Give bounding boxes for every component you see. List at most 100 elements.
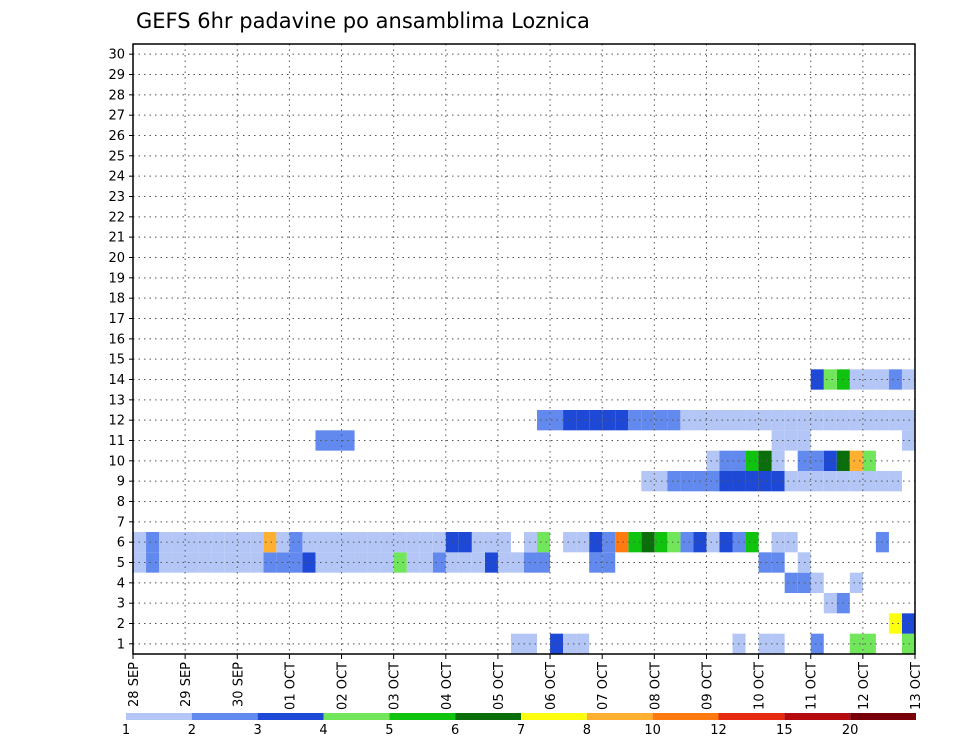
y-tick-label: 4 [117,576,125,591]
heatmap-cell [419,532,433,553]
colorbar-label: 3 [254,723,262,738]
heatmap-cell [719,410,733,431]
heatmap-cell [849,410,863,431]
heatmap-cell [745,410,759,431]
colorbar-segment [323,713,390,720]
colorbar-label: 10 [644,723,661,738]
x-tick-label: 06 OCT [544,662,559,710]
heatmap-cell [302,532,316,553]
heatmap-cell [263,552,277,573]
heatmap-cell [888,471,902,492]
heatmap-cell [602,410,616,431]
heatmap-cell [406,532,420,553]
x-tick-label: 30 SEP [231,662,246,707]
heatmap-cell [654,471,668,492]
x-tick-label: 12 OCT [857,662,872,710]
heatmap-cell [289,532,303,553]
heatmap-cell [901,633,915,654]
heatmap-cell [771,633,785,654]
y-tick-label: 25 [108,149,125,164]
y-tick-label: 12 [108,414,125,429]
heatmap-cell [849,450,863,471]
y-tick-label: 24 [108,170,125,185]
y-tick-label: 2 [117,617,125,632]
heatmap-cell [576,410,590,431]
colorbar-segment [389,713,456,720]
heatmap-cell [810,369,824,390]
colorbar-segment [191,713,258,720]
heatmap-cell [745,532,759,553]
heatmap-cell [771,532,785,553]
colorbar-label: 2 [188,723,196,738]
heatmap-cell [289,552,303,573]
heatmap-cell [667,532,681,553]
heatmap-cell [315,532,329,553]
colorbar-segment [455,713,521,720]
heatmap-cell [602,552,616,573]
colorbar: 1 2 3 4 5 6 7 8 10 12 15 20 [122,713,916,738]
heatmap-cell [510,552,524,573]
colorbar-segment [257,713,324,720]
colorbar-label: 1 [122,723,130,738]
heatmap-cell [810,410,824,431]
colorbar-label: 15 [776,723,793,738]
y-tick-label: 6 [117,536,125,551]
heatmap-cell [172,532,186,553]
heatmap-cell [615,532,629,553]
heatmap-cell [771,471,785,492]
heatmap-cell [784,410,798,431]
x-tick-label: 01 OCT [283,662,298,710]
heatmap-cell [849,369,863,390]
x-tick-label: 02 OCT [336,662,351,710]
heatmap-cell [497,532,511,553]
heatmap-cell [419,552,433,573]
heatmap-cell [172,552,186,573]
heatmap-cell [680,532,694,553]
heatmap-cell [862,369,876,390]
x-axis-ticks: 28 SEP 29 SEP 30 SEP 01 OCT 02 OCT 03 OCT 04 O… [127,654,924,710]
heatmap-cell [719,471,733,492]
x-tick-label: 13 OCT [909,662,924,710]
colorbar-label: 6 [451,723,459,738]
heatmap-cell [719,450,733,471]
colorbar-segment [652,713,719,720]
heatmap-cell [576,633,590,654]
heatmap-cell [615,410,629,431]
heatmap-cell [758,450,772,471]
heatmap-cell [328,430,342,451]
heatmap-cell [706,410,720,431]
heatmap-cell [185,532,199,553]
x-tick-label: 08 OCT [648,662,663,710]
heatmap-cell [146,552,160,573]
heatmap-cell [224,552,238,573]
heatmap-cell [849,633,863,654]
heatmap-cell [771,552,785,573]
y-tick-label: 21 [108,231,125,246]
y-tick-label: 9 [117,475,125,490]
y-tick-label: 26 [108,129,125,144]
heatmap-cell [367,552,381,573]
heatmap-cell [185,552,199,573]
heatmap-cell [211,532,225,553]
colorbar-segment [586,713,653,720]
x-tick-label: 05 OCT [492,662,507,710]
x-tick-label: 07 OCT [596,662,611,710]
heatmap-cell [888,613,902,634]
heatmap-cell [888,369,902,390]
colorbar-label: 8 [583,723,591,738]
heatmap-cell [810,450,824,471]
heatmap-cell [771,450,785,471]
heatmap-cell [810,572,824,593]
y-axis-ticks: 1234567891011121314151617181920212223242… [108,48,133,652]
y-tick-label: 28 [108,88,125,103]
heatmap-cell [810,471,824,492]
y-tick-label: 14 [108,373,125,388]
heatmap-cell [654,410,668,431]
heatmap-cell [602,532,616,553]
heatmap-cell [458,532,472,553]
heatmap-cell [784,532,798,553]
heatmap-cell [250,532,264,553]
y-tick-label: 27 [108,109,125,124]
colorbar-segment [718,713,785,720]
heatmap-cell [641,410,655,431]
